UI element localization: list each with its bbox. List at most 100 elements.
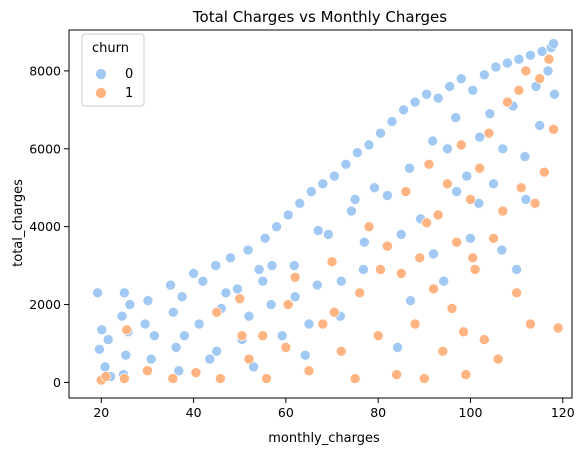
point-churn-0 — [311, 279, 323, 291]
point-churn-0 — [421, 88, 432, 100]
point-churn-0 — [490, 61, 502, 73]
point-churn-0 — [438, 275, 450, 287]
point-churn-0 — [96, 324, 108, 336]
point-churn-1 — [395, 268, 407, 279]
point-churn-0 — [548, 38, 559, 49]
point-churn-1 — [446, 303, 458, 314]
point-churn-1 — [391, 369, 402, 380]
point-churn-1 — [382, 240, 393, 252]
point-churn-0 — [542, 65, 554, 77]
point-churn-0 — [145, 353, 157, 365]
point-churn-0 — [496, 244, 508, 256]
legend: churn 0 1 — [81, 33, 145, 107]
point-churn-0 — [444, 81, 456, 92]
point-churn-0 — [102, 334, 114, 345]
point-churn-1 — [282, 299, 294, 310]
point-churn-0 — [497, 143, 509, 155]
plot-frame — [68, 29, 573, 399]
point-churn-0 — [467, 85, 479, 96]
y-tick-label: 4000 — [29, 219, 61, 234]
points-layer — [92, 38, 564, 386]
point-churn-1 — [236, 330, 248, 341]
point-churn-0 — [484, 108, 496, 120]
point-churn-1 — [520, 65, 532, 77]
point-churn-1 — [502, 96, 513, 108]
x-tick-label: 80 — [370, 405, 386, 420]
point-churn-1 — [492, 353, 504, 365]
point-churn-1 — [458, 326, 469, 338]
point-churn-0 — [305, 186, 317, 197]
point-churn-0 — [375, 127, 386, 139]
point-churn-0 — [317, 178, 329, 190]
point-churn-0 — [303, 318, 315, 330]
point-churn-0 — [188, 268, 199, 279]
point-churn-0 — [139, 318, 151, 330]
point-churn-1 — [539, 166, 550, 178]
point-churn-0 — [386, 116, 398, 127]
point-churn-1 — [349, 373, 361, 384]
point-churn-1 — [257, 330, 269, 341]
point-churn-1 — [451, 236, 462, 248]
point-churn-0 — [232, 283, 243, 295]
point-churn-0 — [358, 264, 369, 275]
point-churn-0 — [225, 252, 236, 264]
point-churn-0 — [94, 344, 105, 355]
point-churn-1 — [211, 307, 222, 318]
point-churn-0 — [116, 310, 128, 322]
point-churn-0 — [427, 135, 438, 147]
point-churn-0 — [519, 151, 531, 162]
point-churn-1 — [167, 373, 179, 384]
point-churn-1 — [483, 127, 495, 139]
point-churn-0 — [248, 361, 259, 373]
point-churn-1 — [543, 53, 555, 65]
legend-marker-1 — [95, 87, 107, 99]
point-churn-0 — [511, 264, 522, 275]
point-churn-1 — [414, 252, 426, 264]
point-churn-0 — [363, 139, 375, 151]
point-churn-0 — [288, 260, 300, 271]
point-churn-0 — [428, 248, 439, 260]
point-churn-1 — [119, 373, 130, 384]
point-churn-1 — [354, 287, 366, 299]
point-churn-0 — [92, 287, 103, 299]
point-churn-0 — [170, 342, 182, 353]
x-tick-label: 120 — [551, 405, 575, 420]
point-churn-1 — [215, 373, 226, 384]
point-churn-1 — [423, 159, 435, 170]
point-churn-0 — [392, 342, 403, 353]
point-churn-1 — [511, 287, 522, 299]
point-churn-0 — [265, 299, 277, 310]
point-churn-0 — [197, 275, 209, 287]
point-churn-0 — [176, 291, 188, 303]
point-churn-1 — [467, 252, 479, 264]
legend-box — [81, 33, 145, 107]
point-churn-0 — [282, 209, 294, 221]
point-churn-0 — [179, 330, 190, 341]
point-churn-1 — [488, 233, 499, 244]
point-churn-0 — [210, 260, 222, 271]
point-churn-0 — [536, 46, 548, 57]
point-churn-1 — [428, 283, 439, 295]
point-churn-0 — [474, 131, 486, 143]
point-churn-0 — [204, 353, 216, 365]
legend-title: churn — [92, 41, 129, 56]
point-churn-1 — [432, 209, 444, 221]
legend-marker-0 — [95, 68, 107, 80]
point-churn-1 — [317, 318, 329, 330]
point-churn-0 — [335, 275, 347, 287]
point-churn-1 — [548, 124, 559, 135]
point-churn-1 — [460, 369, 472, 380]
point-churn-0 — [450, 112, 462, 123]
point-churn-0 — [455, 73, 467, 84]
point-churn-0 — [173, 365, 185, 377]
point-churn-1 — [375, 264, 386, 275]
x-tick-label: 40 — [186, 405, 202, 420]
point-churn-1 — [552, 322, 564, 334]
point-churn-1 — [190, 367, 202, 378]
x-tick-label: 20 — [93, 405, 109, 420]
point-churn-1 — [142, 365, 153, 377]
chart-title: Total Charges vs Monthly Charges — [192, 8, 447, 26]
point-churn-0 — [289, 291, 301, 303]
point-churn-0 — [534, 120, 545, 131]
